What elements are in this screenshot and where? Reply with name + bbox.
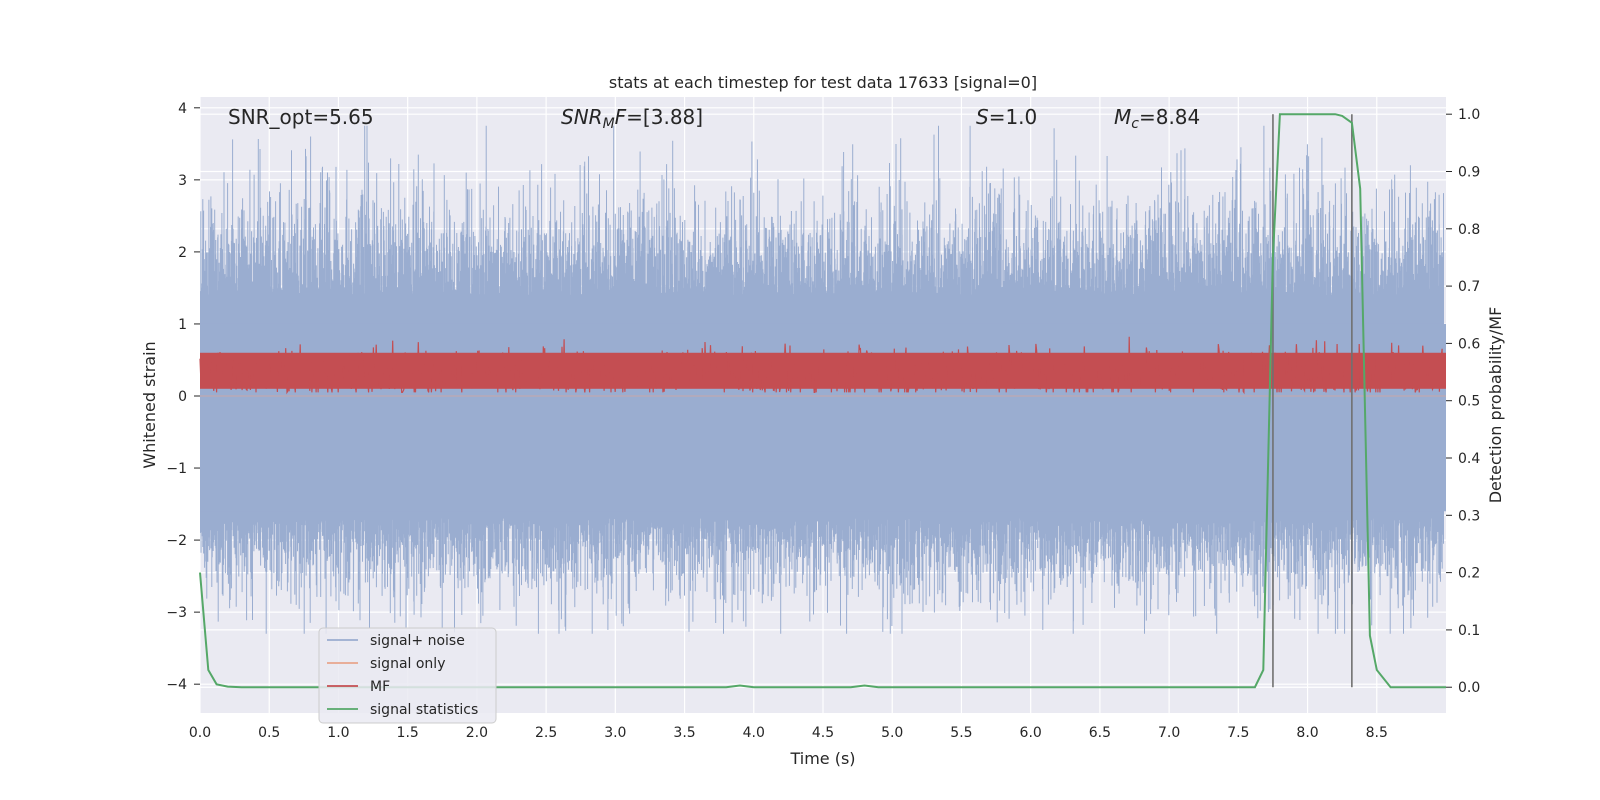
legend-label-signal-noise: signal+ noise <box>370 633 465 649</box>
y2-tick-label: 0.4 <box>1458 451 1480 467</box>
x-tick-label: 3.5 <box>673 725 695 741</box>
y2-tick-label: 0.3 <box>1458 508 1480 524</box>
x-tick-label: 4.5 <box>812 725 834 741</box>
chart-title: stats at each timestep for test data 176… <box>609 73 1037 92</box>
y2-tick-label: 0.1 <box>1458 623 1480 639</box>
legend: signal+ noise signal only MF signal stat… <box>318 627 497 724</box>
x-tick-label: 4.0 <box>743 725 765 741</box>
x-axis-label: Time (s) <box>789 749 855 768</box>
annotation-snr-mf-tail: F <box>615 105 627 129</box>
x-tick-label: 6.5 <box>1089 725 1111 741</box>
annotation-snr-mf-sub: M <box>603 116 615 132</box>
x-tick-label: 8.0 <box>1296 725 1318 741</box>
x-tick-label: 2.5 <box>535 725 557 741</box>
y-tick-label: 1 <box>178 317 187 333</box>
mf-trace <box>199 336 1445 395</box>
x-tick-label: 6.0 <box>1020 725 1042 741</box>
legend-label-mf: MF <box>370 679 390 695</box>
x-tick-labels: 0.0 0.5 1.0 1.5 2.0 2.5 3.0 3.5 4.0 4.5 5.0 5.5 6.0 6… <box>189 725 1388 741</box>
y-tick-label: −3 <box>166 605 187 621</box>
y2-tick-label: 0.8 <box>1458 222 1480 238</box>
annotation-snr-mf-value: =[3.88] <box>626 105 703 129</box>
y-tick-label: 2 <box>178 245 187 261</box>
y2-tick-label: 0.6 <box>1458 336 1480 352</box>
y-tick-label: −2 <box>166 533 187 549</box>
signal-statistics-series <box>199 113 1446 689</box>
x-tick-label: 8.5 <box>1366 725 1388 741</box>
y2-tick-label: 0.5 <box>1458 394 1480 410</box>
vertical-markers <box>1272 114 1353 688</box>
mf-series <box>199 336 1446 395</box>
annotation-mc-value: =8.84 <box>1139 105 1200 129</box>
signal-noise-band <box>200 323 1446 512</box>
x-tick-label: 2.0 <box>466 725 488 741</box>
y-axis-label: Whitened strain <box>140 341 159 468</box>
annotation-mc-sub: c <box>1131 116 1139 132</box>
legend-label-signal-statistics: signal statistics <box>370 702 478 718</box>
y-tick-label: 0 <box>178 389 187 405</box>
y2-tick-label: 1.0 <box>1458 107 1480 123</box>
annotation-mc-label: M <box>1114 105 1131 129</box>
y2-tick-label: 0.2 <box>1458 566 1480 582</box>
legend-label-signal-only: signal only <box>370 656 445 672</box>
annotation-snr-mf: SNRMF=[3.88] <box>561 105 703 132</box>
annotation-snr-opt: SNR_opt=5.65 <box>228 105 374 129</box>
x-tick-label: 7.5 <box>1227 725 1249 741</box>
annotation-s-label: S <box>976 105 989 129</box>
x-tick-label: 0.5 <box>258 725 280 741</box>
y2-tick-labels: 0.0 0.1 0.2 0.3 0.4 0.5 0.6 0.7 0.8 0.9 1.0 <box>1446 107 1480 696</box>
legend-box <box>318 627 497 724</box>
y-tick-label: −4 <box>166 677 187 693</box>
y2-axis-label: Detection probability/MF <box>1486 307 1505 504</box>
y-tick-label: 3 <box>178 173 187 189</box>
annotation-s-value: =1.0 <box>989 105 1038 129</box>
annotation-snr-mf-main: SNR <box>561 105 603 129</box>
x-tick-label: 3.0 <box>604 725 626 741</box>
signal-statistics-trace <box>199 113 1446 689</box>
annotation-s: S=1.0 <box>976 105 1037 129</box>
x-tick-label: 1.0 <box>327 725 349 741</box>
annotation-mc: Mc=8.84 <box>1114 105 1200 132</box>
y-tick-label: 4 <box>178 101 187 117</box>
y2-tick-label: 0.9 <box>1458 164 1480 180</box>
x-tick-label: 5.5 <box>950 725 972 741</box>
y2-tick-label: 0.0 <box>1458 680 1480 696</box>
x-tick-label: 7.0 <box>1158 725 1180 741</box>
y-tick-labels: −4 −3 −2 −1 0 1 2 3 4 <box>166 101 200 693</box>
y2-tick-label: 0.7 <box>1458 279 1480 295</box>
y-tick-label: −1 <box>166 461 187 477</box>
x-tick-label: 0.0 <box>189 725 211 741</box>
x-tick-label: 1.5 <box>397 725 419 741</box>
x-tick-label: 5.0 <box>881 725 903 741</box>
